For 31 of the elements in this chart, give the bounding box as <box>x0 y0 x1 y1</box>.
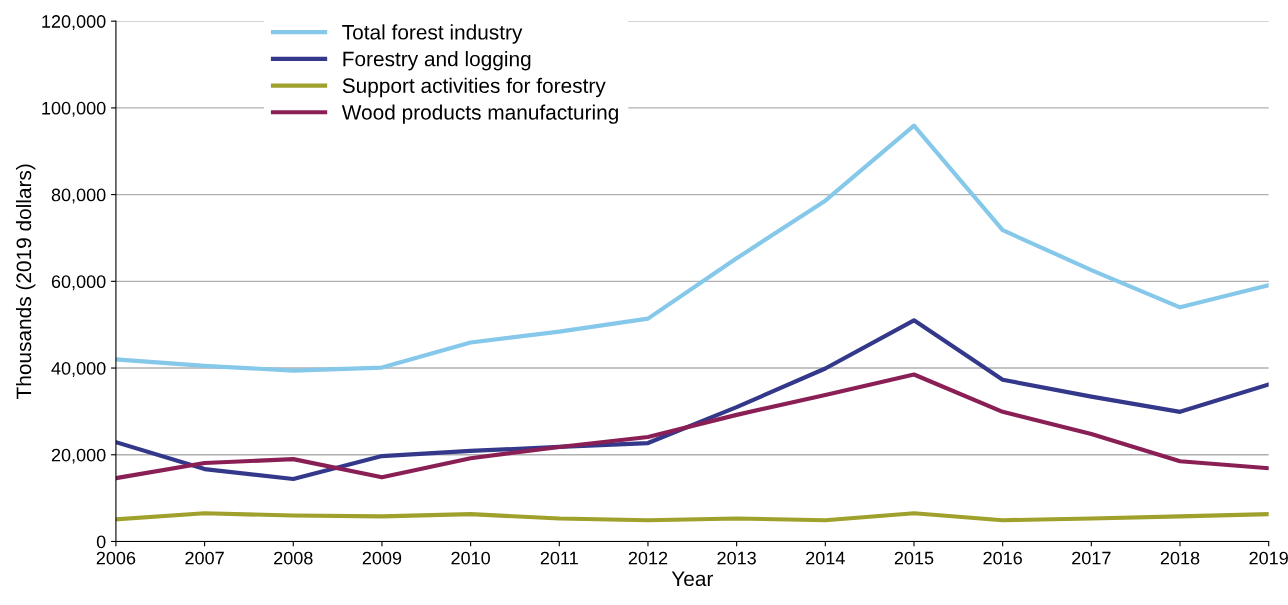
x-tick-label: 2006 <box>96 551 136 565</box>
legend-label: Forestry and logging <box>343 51 531 71</box>
legend-label: Wood products manufacturing <box>341 104 618 124</box>
x-tick-label: 2007 <box>185 551 224 565</box>
y-tick-label: 100,000 <box>42 101 106 117</box>
x-tick-label: 2019 <box>1249 551 1288 565</box>
x-axis-title: Year <box>671 571 714 587</box>
y-tick-label: 20,000 <box>51 448 106 464</box>
y-tick-label: 120,000 <box>42 15 106 31</box>
y-tick-label: 0 <box>96 535 106 549</box>
legend-label: Total forest industry <box>342 24 523 44</box>
line-series <box>115 511 1269 523</box>
x-tick-label: 2017 <box>1072 551 1111 565</box>
x-tick-label: 2012 <box>628 551 668 565</box>
x-tick-label: 2016 <box>983 551 1022 565</box>
y-axis-title: Thousands (2019 dollars) <box>15 164 36 399</box>
x-tick-label: 2011 <box>540 551 578 565</box>
x-tick-label: 2014 <box>806 551 845 565</box>
y-tick-label: 80,000 <box>51 188 106 204</box>
y-tick-label: 40,000 <box>51 361 106 377</box>
x-tick-label: 2018 <box>1160 551 1200 565</box>
line-series <box>115 318 1269 482</box>
x-tick-label: 2008 <box>274 551 313 565</box>
x-tick-label: 2010 <box>451 551 490 565</box>
y-tick-label: 60,000 <box>51 275 106 291</box>
x-tick-label: 2015 <box>894 551 934 565</box>
legend-label: Support activities for forestry <box>342 77 606 98</box>
line-series <box>115 123 1269 373</box>
line-series <box>115 372 1269 481</box>
x-tick-label: 2013 <box>717 551 756 565</box>
x-tick-label: 2009 <box>362 551 402 565</box>
